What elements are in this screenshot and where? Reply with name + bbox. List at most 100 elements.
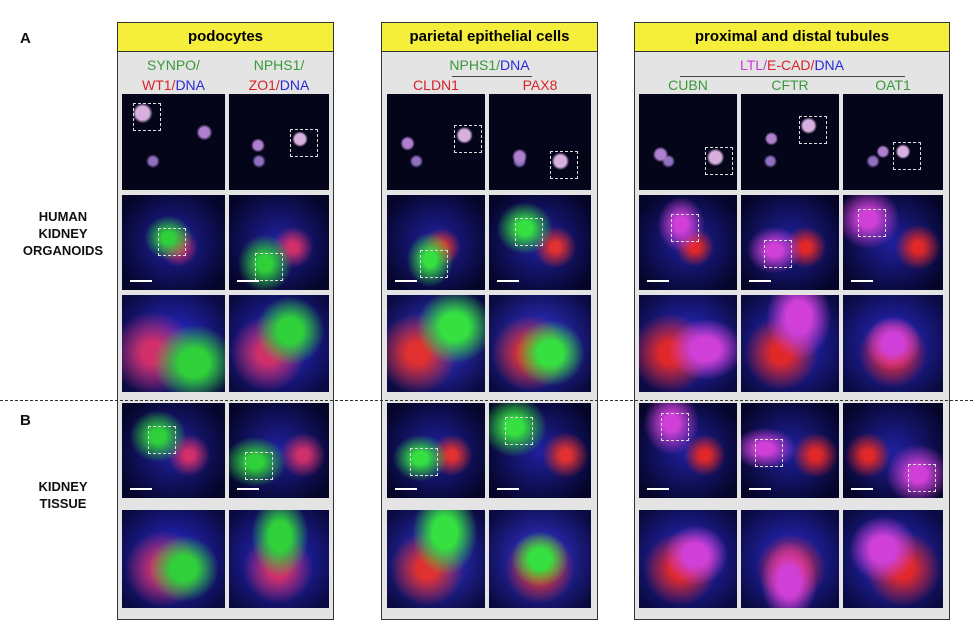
column-stain-label: OAT1 bbox=[843, 77, 943, 94]
marker-label: CFTR bbox=[771, 77, 809, 93]
marker-label: OAT1 bbox=[875, 77, 911, 93]
micrograph-tile bbox=[741, 510, 839, 608]
column-stain-label: PAX8 bbox=[489, 77, 591, 94]
panel-title: parietal epithelial cells bbox=[382, 23, 597, 52]
inset-box bbox=[550, 151, 579, 180]
micrograph-tile bbox=[639, 510, 737, 608]
row-label-line: HUMAN bbox=[38, 209, 88, 224]
inset-box bbox=[514, 218, 543, 247]
scale-bar bbox=[851, 280, 873, 282]
scale-bar bbox=[749, 488, 771, 490]
panel-label-b: B bbox=[20, 412, 31, 429]
micrograph-tile bbox=[229, 295, 329, 392]
marker-label: DNA bbox=[279, 77, 310, 93]
row-label-tissue: KIDNEY TISSUE bbox=[8, 478, 118, 512]
row-label-line: KIDNEY bbox=[38, 226, 88, 241]
micrograph-tile bbox=[229, 510, 329, 608]
micrograph-tile bbox=[489, 510, 591, 608]
inset-box bbox=[858, 208, 886, 237]
scale-bar bbox=[497, 280, 519, 282]
marker-label: CUBN bbox=[668, 77, 708, 93]
micrograph-tile bbox=[639, 195, 737, 290]
micrograph-tile bbox=[122, 510, 225, 608]
inset-box bbox=[255, 253, 283, 282]
row-label-line: TISSUE bbox=[39, 496, 87, 511]
scale-bar bbox=[647, 280, 669, 282]
scale-bar bbox=[749, 280, 771, 282]
micrograph-tile bbox=[229, 195, 329, 290]
marker-label: WT1/ bbox=[141, 77, 176, 93]
marker-label: DNA bbox=[500, 57, 530, 73]
marker-label: LTL/ bbox=[740, 57, 767, 73]
micrograph-tile bbox=[639, 295, 737, 392]
inset-box bbox=[454, 125, 483, 154]
marker-label: CLDN1 bbox=[413, 77, 459, 93]
marker-label: NPHS1/ bbox=[449, 57, 500, 73]
micrograph-tile bbox=[741, 295, 839, 392]
scale-bar bbox=[130, 280, 152, 282]
micrograph-tile bbox=[387, 94, 485, 190]
micrograph-tile bbox=[639, 403, 737, 498]
row-label-line: KIDNEY bbox=[38, 479, 88, 494]
inset-box bbox=[420, 249, 449, 278]
panel-title: podocytes bbox=[118, 23, 333, 52]
micrograph-tile bbox=[122, 94, 225, 190]
panel-label-a: A bbox=[20, 30, 31, 47]
scale-bar bbox=[395, 280, 417, 282]
micrograph-tile bbox=[843, 195, 943, 290]
column-stain-label: CLDN1 bbox=[387, 77, 485, 94]
marker-label: E-CAD/ bbox=[766, 57, 815, 73]
inset-box bbox=[132, 103, 161, 132]
shared-stain-label: NPHS1/DNA bbox=[382, 57, 597, 74]
scale-bar bbox=[130, 488, 152, 490]
scale-bar bbox=[237, 280, 259, 282]
micrograph-tile bbox=[229, 94, 329, 190]
inset-box bbox=[158, 227, 187, 256]
micrograph-tile bbox=[387, 510, 485, 608]
scale-bar bbox=[497, 488, 519, 490]
scale-bar bbox=[395, 488, 417, 490]
marker-label: NPHS1/ bbox=[253, 57, 305, 73]
marker-label: ZO1/ bbox=[248, 77, 280, 93]
inset-box bbox=[798, 115, 827, 144]
micrograph-tile bbox=[489, 94, 591, 190]
micrograph-tile bbox=[843, 94, 943, 190]
scale-bar bbox=[237, 488, 259, 490]
column-stain-label: WT1/DNA bbox=[122, 77, 225, 94]
micrograph-tile bbox=[122, 195, 225, 290]
shared-stain-label: LTL/E-CAD/DNA bbox=[635, 57, 949, 74]
scale-bar bbox=[647, 488, 669, 490]
marker-label: PAX8 bbox=[522, 77, 558, 93]
inset-box bbox=[290, 129, 318, 158]
column-stain-label: ZO1/DNA bbox=[229, 77, 329, 94]
micrograph-tile bbox=[229, 403, 329, 498]
micrograph-tile bbox=[639, 94, 737, 190]
inset-box bbox=[705, 147, 734, 176]
column-stain-label: CFTR bbox=[741, 77, 839, 94]
row-label-line: ORGANOIDS bbox=[22, 243, 104, 258]
micrograph-tile bbox=[741, 403, 839, 498]
inset-box bbox=[754, 438, 783, 467]
scale-bar bbox=[851, 488, 873, 490]
micrograph-tile bbox=[489, 295, 591, 392]
section-divider bbox=[0, 400, 973, 401]
inset-box bbox=[661, 412, 690, 441]
marker-label: DNA bbox=[814, 57, 844, 73]
marker-label: DNA bbox=[175, 77, 205, 93]
micrograph-tile bbox=[122, 403, 225, 498]
label-divider bbox=[452, 76, 532, 77]
micrograph-tile bbox=[489, 403, 591, 498]
micrograph-tile bbox=[843, 403, 943, 498]
micrograph-tile bbox=[843, 510, 943, 608]
micrograph-tile bbox=[741, 94, 839, 190]
panel-title: proximal and distal tubules bbox=[635, 23, 949, 52]
inset-box bbox=[148, 426, 177, 455]
inset-box bbox=[410, 448, 439, 477]
row-label-organoids: HUMAN KIDNEY ORGANOIDS bbox=[8, 208, 118, 259]
micrograph-tile bbox=[387, 295, 485, 392]
inset-box bbox=[671, 214, 700, 243]
micrograph-tile bbox=[387, 195, 485, 290]
micrograph-tile bbox=[387, 403, 485, 498]
micrograph-tile bbox=[122, 295, 225, 392]
marker-label: SYNPO/ bbox=[147, 57, 200, 73]
